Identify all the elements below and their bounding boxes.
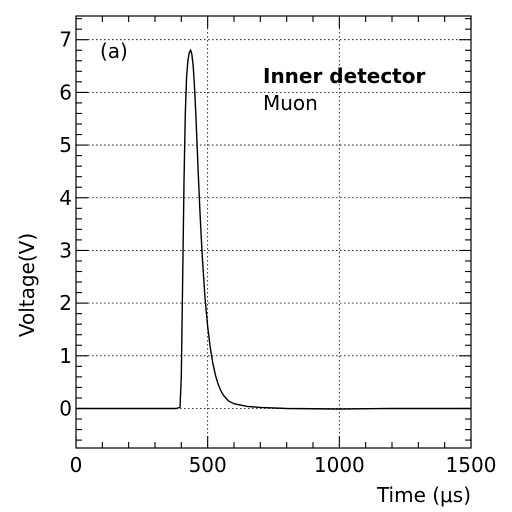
x-tick-label: 0 — [70, 453, 83, 477]
y-tick-label: 4 — [59, 186, 72, 210]
annotation-title: Inner detector — [263, 64, 425, 88]
y-tick-label: 5 — [59, 133, 72, 157]
y-tick-label: 2 — [59, 291, 72, 315]
annotation-subtitle: Muon — [263, 91, 318, 115]
y-tick-label: 3 — [59, 238, 72, 262]
voltage-trace — [76, 48, 471, 410]
y-tick-label: 1 — [59, 344, 72, 368]
panel-label: (a) — [100, 39, 128, 63]
y-tick-label: 0 — [59, 396, 72, 420]
y-tick-label: 6 — [59, 80, 72, 104]
trace-layer — [76, 48, 471, 410]
y-tick-label: 7 — [59, 28, 72, 52]
x-tick-label: 1000 — [314, 453, 365, 477]
labels-layer: 0 500 1000 1500 0 1 2 3 4 5 6 7 — [59, 28, 496, 477]
plot-frame — [75, 15, 472, 449]
x-tick-label: 1500 — [446, 453, 497, 477]
x-axis-title: Time (μs) — [376, 483, 471, 507]
y-axis-title: Voltage(V) — [15, 233, 39, 337]
x-tick-label: 500 — [189, 453, 227, 477]
